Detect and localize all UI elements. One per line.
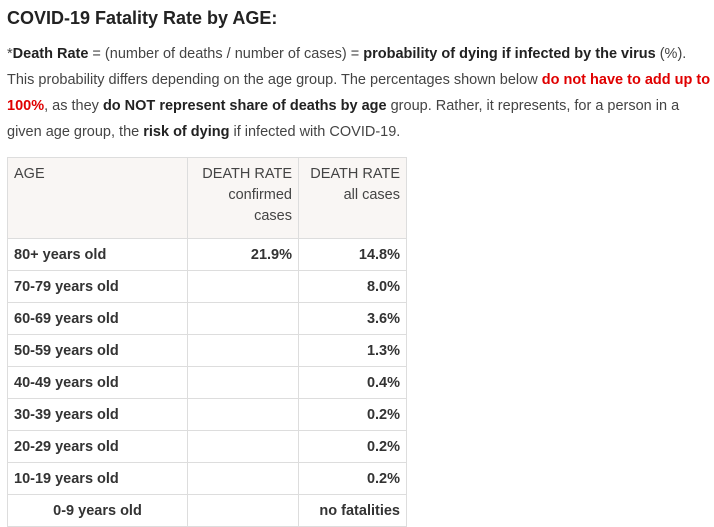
- all-rate-cell: 0.2%: [298, 462, 407, 495]
- table-row: 60-69 years old 3.6%: [7, 302, 407, 335]
- header-death-rate-confirmed: DEATH RATE confirmed cases: [187, 157, 299, 239]
- header-confirmed-line2: confirmed: [228, 187, 292, 203]
- not-share-of-deaths: do NOT represent share of deaths by age: [102, 98, 387, 114]
- all-rate-cell: 0.2%: [298, 430, 407, 463]
- all-rate-cell: 14.8%: [298, 238, 407, 271]
- page-title: COVID-19 Fatality Rate by AGE:: [7, 8, 278, 28]
- age-cell: 20-29 years old: [7, 430, 188, 463]
- intro-text-4: group. Rather, it represents, for a pers…: [7, 98, 680, 140]
- age-cell: 80+ years old: [7, 238, 188, 271]
- header-confirmed-line3: cases: [254, 208, 292, 224]
- table-row: 70-79 years old 8.0%: [7, 270, 407, 303]
- all-rate-cell: 0.2%: [298, 398, 407, 431]
- all-rate-cell: 0.4%: [298, 366, 407, 399]
- age-cell: 10-19 years old: [7, 462, 188, 495]
- header-confirmed-line1: DEATH RATE: [202, 166, 292, 182]
- death-rate-term: Death Rate: [12, 46, 89, 62]
- table-row: 50-59 years old 1.3%: [7, 334, 407, 367]
- age-cell: 40-49 years old: [7, 366, 188, 399]
- intro-text-2: (%). This probability differs depending …: [7, 46, 687, 88]
- confirmed-rate-cell: [187, 398, 299, 431]
- intro-text-3: , as they: [44, 98, 103, 114]
- table-row: 80+ years old 21.9% 14.8%: [7, 238, 407, 271]
- table-row: 40-49 years old 0.4%: [7, 366, 407, 399]
- risk-of-dying: risk of dying: [143, 124, 230, 140]
- age-cell: 70-79 years old: [7, 270, 188, 303]
- table-row: 30-39 years old 0.2%: [7, 398, 407, 431]
- age-cell: 60-69 years old: [7, 302, 188, 335]
- table-row: 10-19 years old 0.2%: [7, 462, 407, 495]
- confirmed-rate-cell: [187, 334, 299, 367]
- table-row: 0-9 years old no fatalities: [7, 494, 407, 527]
- fatality-rate-table: AGE DEATH RATE confirmed cases DEATH RAT…: [7, 157, 407, 527]
- confirmed-rate-cell: [187, 494, 299, 527]
- intro-text-5: if infected with COVID-19.: [229, 124, 401, 140]
- probability-definition: probability of dying if infected by the …: [363, 46, 656, 62]
- confirmed-rate-cell: 21.9%: [187, 238, 299, 271]
- table-header-row: AGE DEATH RATE confirmed cases DEATH RAT…: [7, 157, 407, 239]
- all-rate-cell: 3.6%: [298, 302, 407, 335]
- age-cell: 50-59 years old: [7, 334, 188, 367]
- confirmed-rate-cell: [187, 302, 299, 335]
- confirmed-rate-cell: [187, 366, 299, 399]
- confirmed-rate-cell: [187, 430, 299, 463]
- asterisk: *: [7, 46, 13, 62]
- not-add-to-100-warning: do not have to add up to 100%: [7, 72, 711, 114]
- confirmed-rate-cell: [187, 462, 299, 495]
- age-cell: 0-9 years old: [7, 494, 188, 527]
- all-rate-cell: 8.0%: [298, 270, 407, 303]
- intro-paragraph: *Death Rate = (number of deaths / number…: [7, 41, 711, 145]
- all-rate-cell: no fatalities: [298, 494, 407, 527]
- header-death-rate-all: DEATH RATE all cases: [298, 157, 407, 239]
- header-all-line2: all cases: [343, 187, 400, 203]
- age-cell: 30-39 years old: [7, 398, 188, 431]
- all-rate-cell: 1.3%: [298, 334, 407, 367]
- header-all-line1: DEATH RATE: [310, 166, 400, 182]
- intro-text-1: = (number of deaths / number of cases) =: [88, 46, 364, 62]
- confirmed-rate-cell: [187, 270, 299, 303]
- header-age: AGE: [7, 157, 188, 239]
- table-row: 20-29 years old 0.2%: [7, 430, 407, 463]
